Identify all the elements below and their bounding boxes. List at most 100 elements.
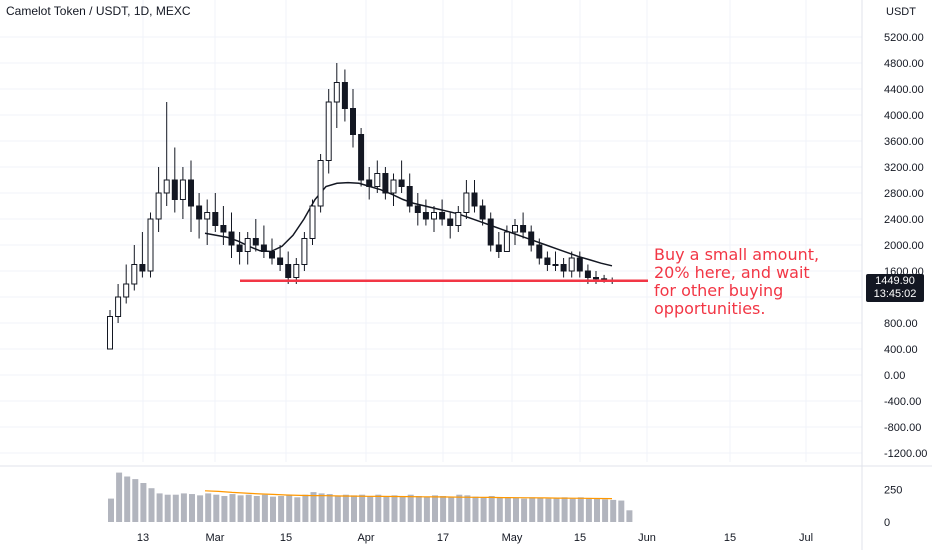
candle-body xyxy=(147,218,154,272)
candle xyxy=(382,167,389,200)
volume-tick-label: 250 xyxy=(884,485,902,497)
volume-bar xyxy=(334,496,341,522)
candle xyxy=(107,310,113,350)
time-tick-label: 15 xyxy=(574,532,586,544)
candle-body xyxy=(366,179,373,187)
volume-bar xyxy=(423,496,430,522)
candle xyxy=(422,199,429,226)
candle-body xyxy=(479,205,486,220)
candle-body xyxy=(244,238,251,252)
candle-body xyxy=(171,179,178,200)
candle xyxy=(447,212,454,239)
candle xyxy=(131,245,138,291)
volume-bar xyxy=(213,494,220,522)
candle xyxy=(512,219,518,245)
volume-bar xyxy=(205,493,212,522)
candle xyxy=(115,284,122,323)
candle-body xyxy=(552,264,559,266)
annotation-text[interactable]: Buy a small amount, 20% here, and wait f… xyxy=(654,246,844,318)
candle-body xyxy=(422,212,429,220)
candle-body xyxy=(163,179,170,194)
price-tick-label: 2800.00 xyxy=(884,188,924,200)
candle xyxy=(228,212,235,258)
candle-body xyxy=(512,225,518,233)
volume-bar xyxy=(172,494,179,522)
candle xyxy=(277,245,284,271)
volume-bar xyxy=(521,498,528,522)
time-tick-label: Jun xyxy=(638,532,656,544)
candle-body xyxy=(463,192,470,213)
time-tick-label: Apr xyxy=(357,532,374,544)
candle-body xyxy=(560,264,567,272)
candle xyxy=(374,160,381,193)
candle-body xyxy=(382,173,389,194)
price-tick-label: 3200.00 xyxy=(884,162,924,174)
current-price: 1449.90 xyxy=(875,275,915,287)
candle xyxy=(560,258,567,278)
candle-body xyxy=(431,212,437,220)
candle xyxy=(171,147,178,213)
candle-body xyxy=(204,212,211,220)
candle xyxy=(204,199,211,245)
volume-bar xyxy=(367,496,374,522)
candle-body xyxy=(447,218,454,226)
candle-body xyxy=(398,179,405,187)
candle xyxy=(163,102,170,206)
volume-bar xyxy=(359,494,366,522)
candle xyxy=(196,193,203,239)
annotation-line: 20% here, and wait xyxy=(654,263,810,282)
candle xyxy=(350,89,356,148)
candle-body xyxy=(107,316,113,350)
price-tick-label: 0.00 xyxy=(884,370,905,382)
candle xyxy=(544,251,551,271)
price-tick-label: -400.00 xyxy=(884,396,921,408)
volume-bar xyxy=(464,495,471,522)
candle-body xyxy=(179,179,186,200)
candle-body xyxy=(471,192,478,207)
candle-body xyxy=(455,212,462,226)
candle-body xyxy=(414,205,421,213)
candle-body xyxy=(390,179,397,194)
candle xyxy=(479,199,486,226)
volume-bar xyxy=(221,496,228,522)
candle-body xyxy=(236,244,243,252)
volume-bar xyxy=(294,497,301,522)
current-price-badge: 1449.90 13:45:02 xyxy=(866,274,924,302)
candle-body xyxy=(115,296,122,317)
price-tick-label: 3600.00 xyxy=(884,136,924,148)
time-tick-label: Mar xyxy=(206,532,225,544)
candle-body xyxy=(568,257,575,272)
candle xyxy=(406,173,413,213)
volume-bar xyxy=(132,479,139,522)
candle-body xyxy=(277,257,284,265)
countdown-timer: 13:45:02 xyxy=(873,288,917,300)
candle-body xyxy=(139,264,146,272)
annotation-line: opportunities. xyxy=(654,299,766,318)
volume-bar xyxy=(270,496,276,522)
candle-body xyxy=(325,101,332,161)
volume-ma-line xyxy=(204,490,613,500)
candle-body xyxy=(495,244,502,252)
volume-bar xyxy=(577,497,584,522)
volume-bar xyxy=(148,488,155,522)
candle xyxy=(528,225,535,252)
time-axis[interactable]: 13 Mar 15 Apr 17 May 15 Jun 15 Jul xyxy=(137,532,813,544)
volume-bar xyxy=(480,497,487,522)
volume-bar xyxy=(342,494,349,522)
volume-bar xyxy=(585,497,592,522)
volume-bar xyxy=(351,495,357,522)
chart-title: Camelot Token / USDT, 1D, MEXC xyxy=(6,4,191,18)
candle-body xyxy=(350,108,356,135)
volume-bar xyxy=(504,497,511,522)
candle xyxy=(520,212,527,239)
volume-bar xyxy=(440,496,447,522)
volume-tick-label: 0 xyxy=(884,517,890,529)
price-tick-label: 2000.00 xyxy=(884,240,924,252)
candle-body xyxy=(584,270,591,278)
volume-bar xyxy=(310,492,317,522)
candle-body xyxy=(544,257,551,265)
candle-body xyxy=(196,205,203,220)
volume-bar xyxy=(618,500,625,522)
candle xyxy=(123,264,130,304)
